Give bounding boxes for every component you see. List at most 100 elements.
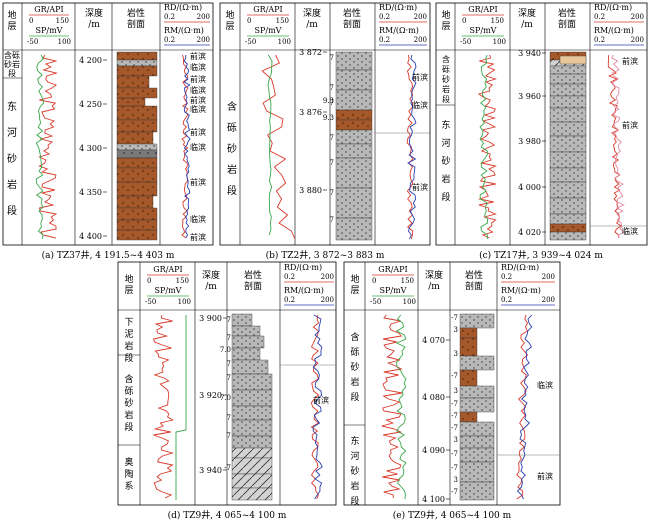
formation-char: 东 — [350, 435, 359, 447]
lithology-bed — [231, 359, 269, 375]
gr-curve — [477, 54, 497, 239]
lithology-bed — [459, 337, 478, 357]
formation-header: 地层 — [441, 9, 450, 32]
lithology-bed — [116, 195, 154, 209]
rm-scale-min: 0.2 — [379, 36, 390, 44]
gr-scale-max: 150 — [276, 17, 289, 25]
lithology-bed — [335, 119, 373, 131]
formation-char: 含 — [227, 100, 237, 113]
lithology-bed — [116, 143, 158, 151]
formation-header: 地层 — [7, 9, 16, 32]
formation-char: 含 — [124, 373, 133, 385]
facies-label: 前滨 — [622, 56, 638, 66]
rm-scale-max: 200 — [414, 36, 427, 44]
sp-scale-min: -50 — [145, 298, 156, 306]
rd-curve — [406, 54, 414, 240]
lithology-bed — [335, 109, 373, 121]
gravel-bed — [559, 55, 587, 65]
lithology-bed — [116, 119, 158, 133]
depth-tick-label: 3 876 — [299, 108, 322, 117]
formation-char: 系 — [124, 481, 133, 492]
sp-curve — [479, 54, 489, 240]
depth-tick-label: 3 920 — [199, 391, 222, 400]
depth-tick-label: 4 400 — [79, 232, 102, 241]
lithology-bed — [335, 129, 373, 145]
rm-label: RM/(Ω·m) — [284, 286, 324, 295]
depth-tick-label: 3 940 — [199, 466, 222, 475]
lithology-header-text: 岩性 — [465, 269, 483, 281]
sp-scale-max: 100 — [403, 298, 416, 306]
formation-header-char: 层 — [7, 21, 16, 32]
bed-code: 7.0 — [220, 394, 231, 402]
sp-scale-max: 100 — [493, 38, 506, 46]
panel-caption: (e) TZ9井, 4 065~4 100 m — [393, 509, 512, 521]
lithology-header-text: 剖面 — [465, 280, 483, 292]
formation-char: 东 — [441, 119, 450, 131]
sp-scale-min: -50 — [245, 38, 256, 46]
depth-header-text: 深度 — [85, 7, 103, 19]
bed-code: 7 — [330, 189, 334, 197]
formation-char: 岩 — [124, 409, 133, 421]
sp-curve — [175, 315, 187, 500]
depth-tick-label: 3 960 — [518, 92, 541, 101]
rm-curve — [312, 314, 323, 500]
rd-scale-max: 200 — [631, 13, 644, 21]
bed-code: 7 — [330, 54, 334, 62]
bed-code: 3 — [454, 350, 458, 358]
lithology-header-text: 剖面 — [127, 18, 145, 30]
formation-header: 地层 — [350, 273, 359, 296]
facies-label: 前滨 — [537, 471, 553, 481]
formation-char: 岩 — [7, 178, 17, 191]
formation-char: 砂 — [350, 361, 359, 373]
gr-curve — [153, 314, 175, 499]
gr-scale-min: 0 — [372, 277, 376, 285]
panel-caption: (d) TZ9井, 4 065~4 100 m — [168, 509, 287, 521]
lithology-bed — [459, 355, 495, 371]
facies-label: 临滨 — [190, 142, 206, 152]
rd-scale-min: 0.2 — [379, 13, 390, 21]
rd-label: RD/(Ω·m) — [379, 3, 417, 12]
formation-char: 段 — [350, 391, 359, 403]
lithology-bed — [459, 481, 495, 501]
bed-codes: 7 7 7.0 7 7 7.0 7 7 -7 — [220, 316, 231, 472]
rm-scale-max: 200 — [321, 296, 334, 304]
formation-header: 地层 — [124, 273, 133, 296]
formation-label: 段 — [8, 68, 16, 78]
depth-header-text: /m — [521, 20, 533, 30]
rm-scale-min: 0.2 — [501, 296, 512, 304]
bed-code: -7 — [451, 314, 458, 322]
formation-header-char: 地 — [124, 273, 133, 285]
facies-label: 临滨 — [537, 380, 553, 390]
lithology-bed — [459, 411, 478, 423]
rm-scale-max: 200 — [197, 36, 210, 44]
bed-code: 7.0 — [220, 346, 231, 354]
panel-caption: (b) TZ2井, 3 872~3 883 m — [266, 249, 385, 261]
depth-header-text: /m — [428, 282, 440, 292]
panel-frame — [219, 2, 431, 246]
lithology-bed — [116, 51, 158, 61]
lithology-bed — [335, 157, 373, 189]
lithology-bed — [549, 231, 587, 241]
bed-code: -7 — [451, 450, 458, 458]
sp-scale-max: 100 — [178, 298, 191, 306]
lithology-bed — [231, 473, 273, 489]
sp-scale-min: -50 — [27, 38, 38, 46]
gr-scale-max: 150 — [56, 17, 69, 25]
lithology-bed — [231, 447, 273, 459]
bed-code: -7 — [451, 400, 458, 408]
facies-label: 前滨 — [412, 182, 428, 192]
rm-label: RM/(Ω·m) — [164, 26, 204, 35]
lithology-bed — [549, 167, 587, 183]
rd-label: RD/(Ω·m) — [164, 3, 202, 12]
formation-char: 砂 — [124, 397, 133, 409]
